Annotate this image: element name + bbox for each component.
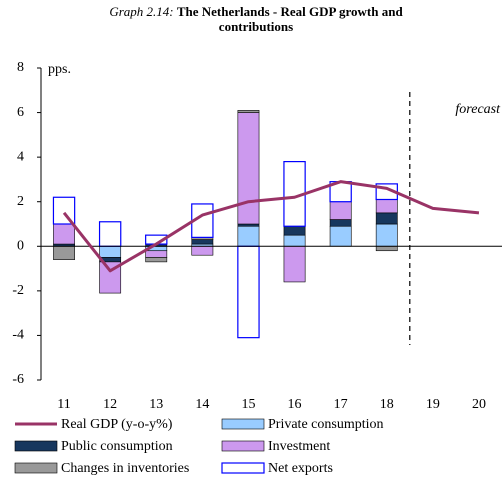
gdp-line xyxy=(62,180,480,273)
bar-segment xyxy=(329,219,352,227)
bar-segment xyxy=(98,221,122,247)
bar-segment xyxy=(283,234,306,247)
y-tick-label: -6 xyxy=(12,372,24,387)
legend-swatch xyxy=(14,462,58,474)
y-tick-label: -2 xyxy=(12,283,24,298)
x-tick-label: 19 xyxy=(426,397,440,412)
legend-label: Private consumption xyxy=(268,417,384,432)
bar-segment xyxy=(237,225,260,247)
x-tick-label: 13 xyxy=(149,397,163,412)
x-tick-label: 16 xyxy=(288,397,302,412)
chart-title: Graph 2.14: The Netherlands - Real GDP g… xyxy=(86,4,426,34)
title-text: The Netherlands - Real GDP growth and co… xyxy=(176,4,403,34)
bar-segment xyxy=(53,223,75,245)
x-tick-label: 18 xyxy=(380,397,394,412)
y-tick-label: 8 xyxy=(17,60,24,75)
x-tick-label: 20 xyxy=(472,397,486,412)
bar-segment xyxy=(283,245,306,283)
bar-segment xyxy=(375,223,398,247)
x-tick-label: 15 xyxy=(241,397,255,412)
bar-segment xyxy=(237,245,260,339)
bar-segment xyxy=(237,223,260,227)
bar-segment xyxy=(191,239,214,245)
legend-label: Investment xyxy=(268,439,330,454)
legend-swatch xyxy=(221,462,265,474)
annotation: forecast xyxy=(455,102,501,117)
bar-segment xyxy=(99,261,122,294)
title-label: Graph 2.14: xyxy=(109,4,174,19)
x-tick-label: 11 xyxy=(57,397,70,412)
bar-segment xyxy=(237,112,260,225)
legend-label: Net exports xyxy=(268,461,333,476)
bar-segment xyxy=(53,245,75,260)
bar-segment xyxy=(375,199,398,214)
y-axis-label: pps. xyxy=(48,62,71,77)
y-tick-label: 2 xyxy=(17,194,24,209)
bar-segment xyxy=(283,225,306,236)
y-tick-label: 0 xyxy=(17,239,24,254)
x-tick-label: 17 xyxy=(334,397,348,412)
legend-swatch xyxy=(14,440,58,452)
y-tick-label: 6 xyxy=(17,105,24,120)
bar-segment xyxy=(99,245,122,258)
bar-segment xyxy=(237,110,260,113)
y-tick-label: 4 xyxy=(17,149,24,164)
legend-label: Public consumption xyxy=(61,439,173,454)
y-tick-label: -4 xyxy=(12,328,24,343)
x-tick-label: 14 xyxy=(195,397,209,412)
bar-segment xyxy=(375,245,398,252)
bar-segment xyxy=(329,201,352,220)
bar-segment xyxy=(145,250,168,258)
bar-segment xyxy=(191,245,214,256)
bar-segment xyxy=(375,212,398,225)
bar-segment xyxy=(329,225,352,247)
legend-label: Real GDP (y-o-y%) xyxy=(61,417,173,432)
legend-label: Changes in inventories xyxy=(61,461,189,476)
legend-swatch xyxy=(221,440,265,452)
legend-swatch xyxy=(221,418,265,430)
x-tick-label: 12 xyxy=(103,397,117,412)
bar-segment xyxy=(145,257,168,263)
